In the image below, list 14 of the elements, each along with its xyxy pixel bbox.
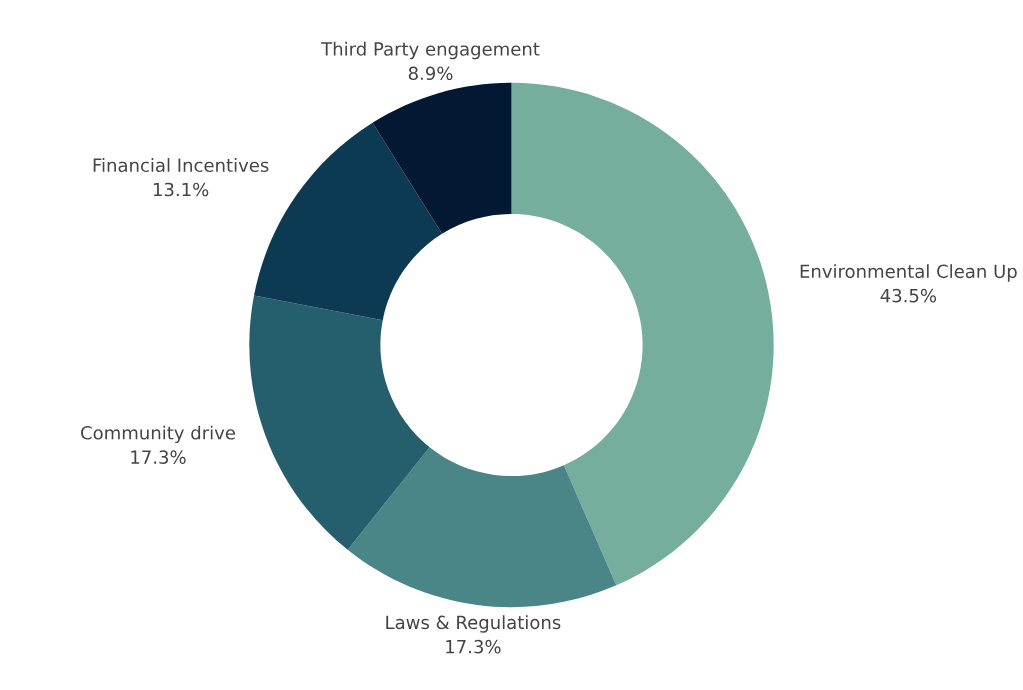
data-label: 8.9% xyxy=(408,66,453,81)
donut-slice xyxy=(372,82,512,234)
data-label: 17.3% xyxy=(446,639,501,654)
donut-slice xyxy=(511,82,774,586)
slice-label: Third Party engagement xyxy=(321,41,540,60)
data-label: 13.1% xyxy=(153,182,209,197)
slice-label: Financial Incentives xyxy=(93,158,269,173)
slice-label: Community drive xyxy=(81,425,235,444)
donut-slice xyxy=(249,295,430,550)
data-label: 43.5% xyxy=(880,288,937,303)
slice-label: Laws & Regulations xyxy=(386,615,561,633)
donut-slice xyxy=(347,447,617,608)
data-label: 17.3% xyxy=(131,450,186,464)
slice-label: Environmental Clean Up xyxy=(800,264,1017,282)
